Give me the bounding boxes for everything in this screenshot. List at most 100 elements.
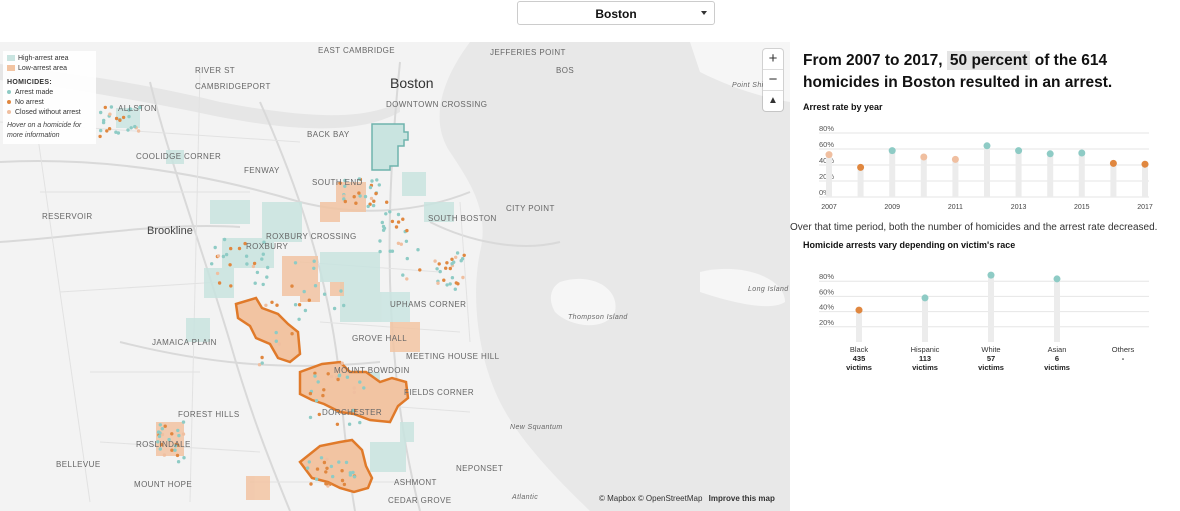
homicide-dot[interactable] <box>340 478 345 483</box>
year-dot[interactable] <box>951 155 959 163</box>
homicide-dot[interactable] <box>156 440 160 444</box>
homicide-dot[interactable] <box>322 460 327 465</box>
homicide-dot[interactable] <box>128 107 132 111</box>
homicide-dot[interactable] <box>315 467 320 471</box>
homicide-dot[interactable] <box>342 482 347 487</box>
homicide-dot[interactable] <box>126 128 130 132</box>
homicide-dot[interactable] <box>101 120 106 125</box>
homicide-dot[interactable] <box>377 183 381 187</box>
homicide-dot[interactable] <box>127 114 131 119</box>
homicide-dot[interactable] <box>342 197 346 201</box>
race-dot[interactable] <box>987 271 995 279</box>
homicide-dot[interactable] <box>262 240 266 244</box>
homicide-dot[interactable] <box>313 284 318 288</box>
homicide-dot[interactable] <box>173 444 178 448</box>
year-dot[interactable] <box>920 153 928 161</box>
homicide-dot[interactable] <box>177 433 181 438</box>
homicide-dot[interactable] <box>337 374 341 378</box>
homicide-dot[interactable] <box>264 303 268 307</box>
homicide-dot[interactable] <box>158 423 162 427</box>
homicide-dot[interactable] <box>332 306 337 311</box>
homicide-dot[interactable] <box>275 303 279 307</box>
homicide-dot[interactable] <box>103 105 108 110</box>
homicide-dot[interactable] <box>388 210 392 214</box>
homicide-dot[interactable] <box>435 267 439 271</box>
homicide-dot[interactable] <box>450 276 455 280</box>
race-dot[interactable] <box>1053 275 1061 283</box>
homicide-dot[interactable] <box>382 226 387 230</box>
homicide-dot[interactable] <box>210 262 214 266</box>
homicide-dot[interactable] <box>418 268 422 272</box>
year-dot[interactable] <box>1141 160 1149 168</box>
homicide-dot[interactable] <box>107 127 112 131</box>
homicide-dot[interactable] <box>160 432 165 437</box>
homicide-dot[interactable] <box>462 253 466 257</box>
homicide-dot[interactable] <box>216 254 221 258</box>
homicide-dot[interactable] <box>368 185 373 190</box>
homicide-dot[interactable] <box>445 261 449 265</box>
homicide-dot[interactable] <box>454 255 458 259</box>
homicide-dots[interactable] <box>98 105 466 488</box>
homicide-dot[interactable] <box>358 194 362 198</box>
homicide-dot[interactable] <box>237 246 242 251</box>
homicide-dot[interactable] <box>354 201 358 205</box>
homicide-dot[interactable] <box>369 196 374 201</box>
homicide-dot[interactable] <box>366 204 370 209</box>
homicide-dot[interactable] <box>324 470 328 474</box>
homicide-dot[interactable] <box>305 466 310 470</box>
homicide-dot[interactable] <box>215 271 220 276</box>
homicide-dot[interactable] <box>173 448 177 452</box>
homicide-dot[interactable] <box>448 266 452 271</box>
year-dot[interactable] <box>1109 159 1117 167</box>
homicide-dot[interactable] <box>324 482 328 486</box>
homicide-dot[interactable] <box>257 363 262 367</box>
homicide-dot[interactable] <box>452 260 456 264</box>
homicide-dot[interactable] <box>260 361 264 365</box>
homicide-dot[interactable] <box>314 399 319 403</box>
city-select[interactable]: Boston <box>517 1 715 25</box>
homicide-dot[interactable] <box>339 289 343 293</box>
year-dot[interactable] <box>1015 147 1023 155</box>
homicide-dot[interactable] <box>416 248 420 252</box>
homicide-dot[interactable] <box>313 374 317 378</box>
homicide-dot[interactable] <box>329 464 334 469</box>
year-dot[interactable] <box>857 163 865 171</box>
year-dot[interactable] <box>825 151 833 159</box>
homicide-dot[interactable] <box>229 246 233 251</box>
homicide-dot[interactable] <box>385 200 389 204</box>
homicide-dot[interactable] <box>347 422 352 426</box>
homicide-dot[interactable] <box>114 130 118 134</box>
homicide-dot[interactable] <box>221 254 226 259</box>
homicide-dot[interactable] <box>277 342 281 346</box>
homicide-dot[interactable] <box>405 228 409 233</box>
homicide-dot[interactable] <box>352 386 356 390</box>
homicide-dot[interactable] <box>308 391 313 396</box>
homicide-dot[interactable] <box>170 448 174 452</box>
homicide-dot[interactable] <box>374 191 378 196</box>
homicide-dot[interactable] <box>358 420 362 425</box>
homicide-dot[interactable] <box>401 273 405 277</box>
homicide-dot[interactable] <box>109 105 114 109</box>
homicide-dot[interactable] <box>260 355 264 360</box>
homicide-dot[interactable] <box>438 269 442 274</box>
homicide-dot[interactable] <box>325 466 329 470</box>
homicide-dot[interactable] <box>358 380 362 384</box>
homicide-dot[interactable] <box>274 330 278 335</box>
homicide-dot[interactable] <box>158 447 162 451</box>
homicide-dot[interactable] <box>436 281 440 285</box>
homicide-dot[interactable] <box>133 124 137 129</box>
homicide-dot[interactable] <box>405 256 409 261</box>
homicide-dot[interactable] <box>160 442 164 447</box>
homicide-dot[interactable] <box>442 278 446 282</box>
map-canvas[interactable] <box>0 42 790 511</box>
homicide-dot[interactable] <box>405 277 409 281</box>
homicide-dot[interactable] <box>396 212 401 217</box>
homicide-dot[interactable] <box>351 470 355 475</box>
homicide-dot[interactable] <box>136 129 141 133</box>
homicide-dot[interactable] <box>213 245 217 250</box>
homicide-dot[interactable] <box>396 241 401 245</box>
homicide-dot[interactable] <box>378 249 382 254</box>
homicide-dot[interactable] <box>244 254 249 258</box>
homicide-dot[interactable] <box>182 456 186 460</box>
homicide-dot[interactable] <box>176 428 180 433</box>
